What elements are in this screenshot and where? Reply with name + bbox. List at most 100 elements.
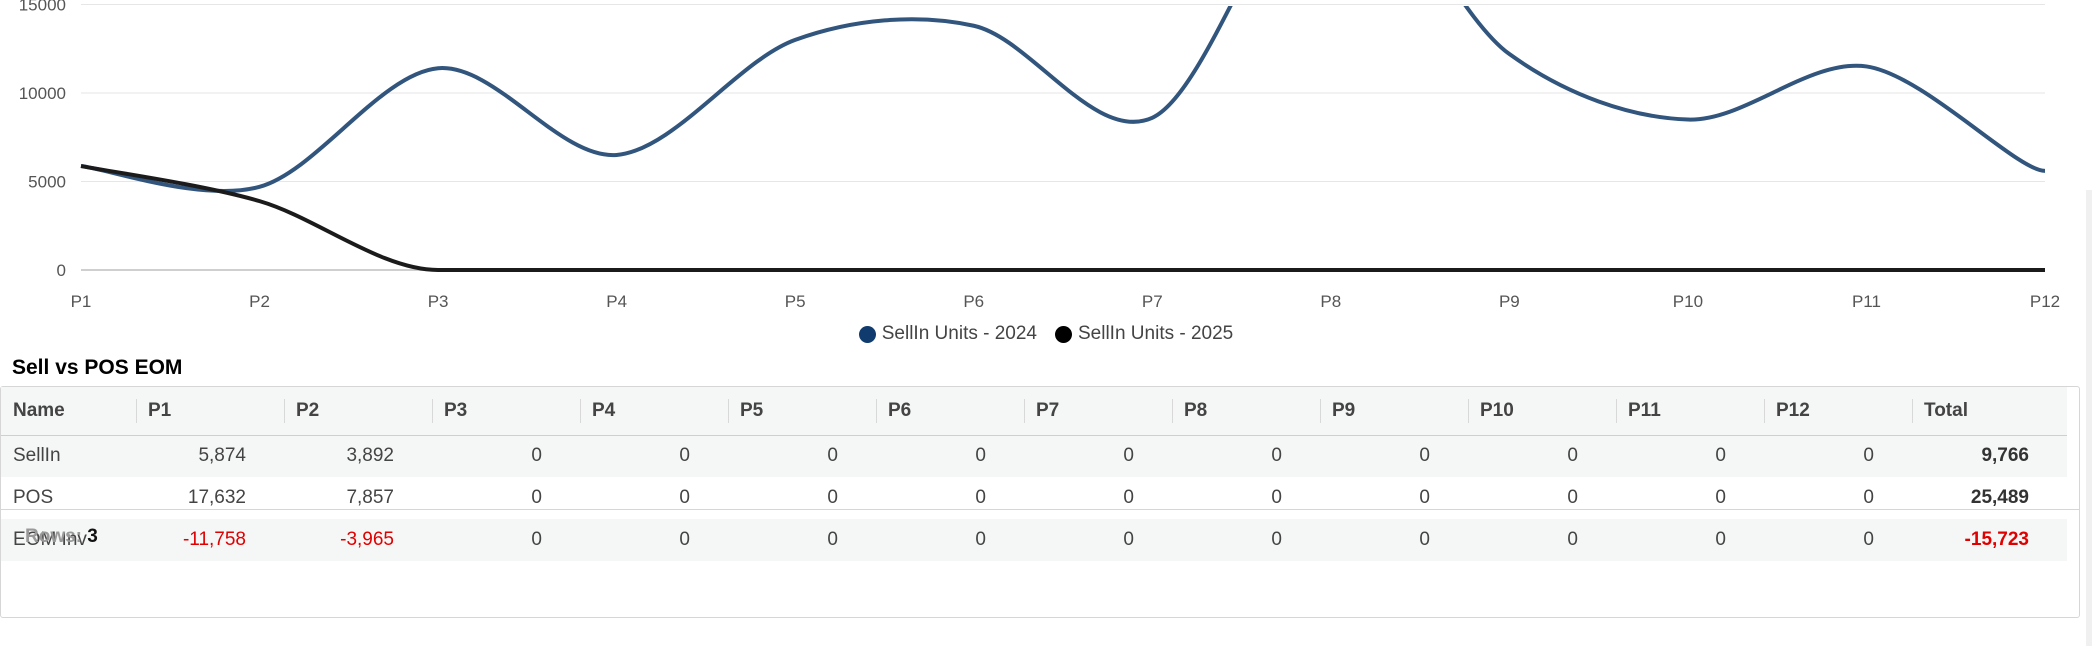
col-header-label: Name bbox=[13, 399, 65, 421]
cell-p6[interactable]: 0 bbox=[975, 487, 986, 508]
col-header-name[interactable]: Name bbox=[1, 387, 136, 435]
table-row-eom-inv[interactable]: EOM Inv -11,758 -3,965 0 0 0 0 0 0 0 0 0… bbox=[1, 519, 2067, 561]
cell-p11[interactable]: 0 bbox=[1715, 487, 1726, 508]
row-count-label: Rows: bbox=[25, 526, 82, 547]
cell-name[interactable]: POS bbox=[13, 487, 54, 508]
series-line-2024[interactable] bbox=[80, 0, 2046, 193]
col-header-label: P11 bbox=[1628, 399, 1661, 421]
chart-legend: SellIn Units - 2024 SellIn Units - 2025 bbox=[0, 323, 2092, 345]
grid-footer: Rows: 3 bbox=[1, 509, 2079, 566]
cell-p5[interactable]: 0 bbox=[827, 529, 838, 550]
cell-p5[interactable]: 0 bbox=[827, 487, 838, 508]
cell-p9[interactable]: 0 bbox=[1419, 529, 1430, 550]
col-header-p2[interactable]: P2 bbox=[284, 387, 432, 435]
cell-p2[interactable]: -3,965 bbox=[340, 529, 394, 550]
col-header-p3[interactable]: P3 bbox=[432, 387, 580, 435]
cell-p4[interactable]: 0 bbox=[679, 487, 690, 508]
x-tick-label: P10 bbox=[1673, 292, 1703, 311]
col-separator[interactable] bbox=[1320, 399, 1321, 423]
header-row: Name P1 P2 P3 P4 P5 P6 P7 P8 P9 P10 P11 … bbox=[1, 387, 2067, 435]
y-tick-label: 10000 bbox=[19, 84, 66, 103]
col-header-label: P6 bbox=[888, 399, 912, 421]
cell-name[interactable]: SellIn bbox=[13, 445, 61, 467]
col-header-label: P8 bbox=[1184, 399, 1208, 421]
col-header-p9[interactable]: P9 bbox=[1320, 387, 1468, 435]
col-header-p4[interactable]: P4 bbox=[580, 387, 728, 435]
col-header-total[interactable]: Total bbox=[1912, 387, 2067, 435]
col-header-p10[interactable]: P10 bbox=[1468, 387, 1616, 435]
cell-p2[interactable]: 7,857 bbox=[346, 487, 394, 508]
col-header-p6[interactable]: P6 bbox=[876, 387, 1024, 435]
col-header-p12[interactable]: P12 bbox=[1764, 387, 1912, 435]
cell-p11[interactable]: 0 bbox=[1715, 445, 1726, 467]
cell-p3[interactable]: 0 bbox=[531, 529, 542, 550]
cell-p7[interactable]: 0 bbox=[1123, 529, 1134, 550]
x-tick-label: P3 bbox=[428, 292, 449, 311]
col-separator[interactable] bbox=[284, 399, 285, 423]
cell-p12[interactable]: 0 bbox=[1863, 529, 1874, 550]
cell-p1[interactable]: 5,874 bbox=[198, 445, 246, 467]
col-header-p1[interactable]: P1 bbox=[136, 387, 284, 435]
col-separator[interactable] bbox=[432, 399, 433, 423]
cell-p1[interactable]: -11,758 bbox=[182, 529, 246, 550]
cell-p10[interactable]: 0 bbox=[1567, 487, 1578, 508]
cell-total[interactable]: 9,766 bbox=[1981, 445, 2029, 467]
col-separator[interactable] bbox=[1616, 399, 1617, 423]
col-separator[interactable] bbox=[580, 399, 581, 423]
col-header-label: P12 bbox=[1776, 399, 1810, 421]
cell-p8[interactable]: 0 bbox=[1271, 487, 1282, 508]
cell-total[interactable]: 25,489 bbox=[1970, 487, 2029, 508]
cell-p4[interactable]: 0 bbox=[679, 445, 690, 467]
x-tick-label: P5 bbox=[785, 292, 806, 311]
col-separator[interactable] bbox=[1024, 399, 1025, 423]
col-separator[interactable] bbox=[1172, 399, 1173, 423]
cell-p4[interactable]: 0 bbox=[679, 529, 690, 550]
data-grid: Name P1 P2 P3 P4 P5 P6 P7 P8 P9 P10 P11 … bbox=[0, 386, 2080, 618]
col-header-p5[interactable]: P5 bbox=[728, 387, 876, 435]
cell-p2[interactable]: 3,892 bbox=[346, 445, 394, 467]
cell-p8[interactable]: 0 bbox=[1271, 529, 1282, 550]
cell-p5[interactable]: 0 bbox=[827, 445, 838, 467]
cell-p10[interactable]: 0 bbox=[1567, 445, 1578, 467]
cell-p7[interactable]: 0 bbox=[1123, 487, 1134, 508]
cell-p12[interactable]: 0 bbox=[1863, 487, 1874, 508]
x-tick-label: P4 bbox=[606, 292, 627, 311]
col-header-p8[interactable]: P8 bbox=[1172, 387, 1320, 435]
col-separator[interactable] bbox=[728, 399, 729, 423]
cell-p7[interactable]: 0 bbox=[1123, 445, 1134, 467]
col-separator[interactable] bbox=[1468, 399, 1469, 423]
cell-p12[interactable]: 0 bbox=[1863, 445, 1874, 467]
col-header-p11[interactable]: P11 bbox=[1616, 387, 1764, 435]
page-scrollbar[interactable] bbox=[2086, 190, 2092, 646]
cell-total[interactable]: -15,723 bbox=[1964, 529, 2029, 550]
y-tick-label: 0 bbox=[57, 261, 66, 280]
cell-p11[interactable]: 0 bbox=[1715, 529, 1726, 550]
grid-title: Sell vs POS EOM bbox=[12, 356, 183, 379]
x-tick-label: P2 bbox=[249, 292, 270, 311]
legend-item-2025[interactable]: SellIn Units - 2025 bbox=[1055, 323, 1233, 345]
legend-dot-2024 bbox=[858, 325, 876, 343]
table-row-pos[interactable]: POS 17,632 7,857 0 0 0 0 0 0 0 0 0 0 25,… bbox=[1, 477, 2067, 519]
col-separator[interactable] bbox=[876, 399, 877, 423]
cell-p10[interactable]: 0 bbox=[1567, 529, 1578, 550]
col-separator[interactable] bbox=[1764, 399, 1765, 423]
x-tick-label: P6 bbox=[963, 292, 984, 311]
cell-p3[interactable]: 0 bbox=[531, 487, 542, 508]
cell-p8[interactable]: 0 bbox=[1271, 445, 1282, 467]
legend-item-2024[interactable]: SellIn Units - 2024 bbox=[858, 323, 1037, 345]
series-line-2025[interactable] bbox=[80, 164, 2045, 273]
cell-p9[interactable]: 0 bbox=[1419, 487, 1430, 508]
col-header-p7[interactable]: P7 bbox=[1024, 387, 1172, 435]
cell-p3[interactable]: 0 bbox=[531, 445, 542, 467]
cell-name[interactable]: EOM Inv bbox=[13, 529, 87, 550]
col-separator[interactable] bbox=[1912, 399, 1913, 423]
cell-p1[interactable]: 17,632 bbox=[187, 487, 246, 508]
x-tick-label: P7 bbox=[1142, 292, 1163, 311]
cell-p9[interactable]: 0 bbox=[1419, 445, 1430, 467]
row-count: Rows: 3 bbox=[25, 526, 98, 548]
cell-p6[interactable]: 0 bbox=[975, 529, 986, 550]
col-header-label: P4 bbox=[592, 399, 616, 421]
col-separator[interactable] bbox=[136, 399, 137, 423]
table-row-sellin[interactable]: SellIn 5,874 3,892 0 0 0 0 0 0 0 0 0 0 9… bbox=[1, 435, 2067, 477]
cell-p6[interactable]: 0 bbox=[975, 445, 986, 467]
